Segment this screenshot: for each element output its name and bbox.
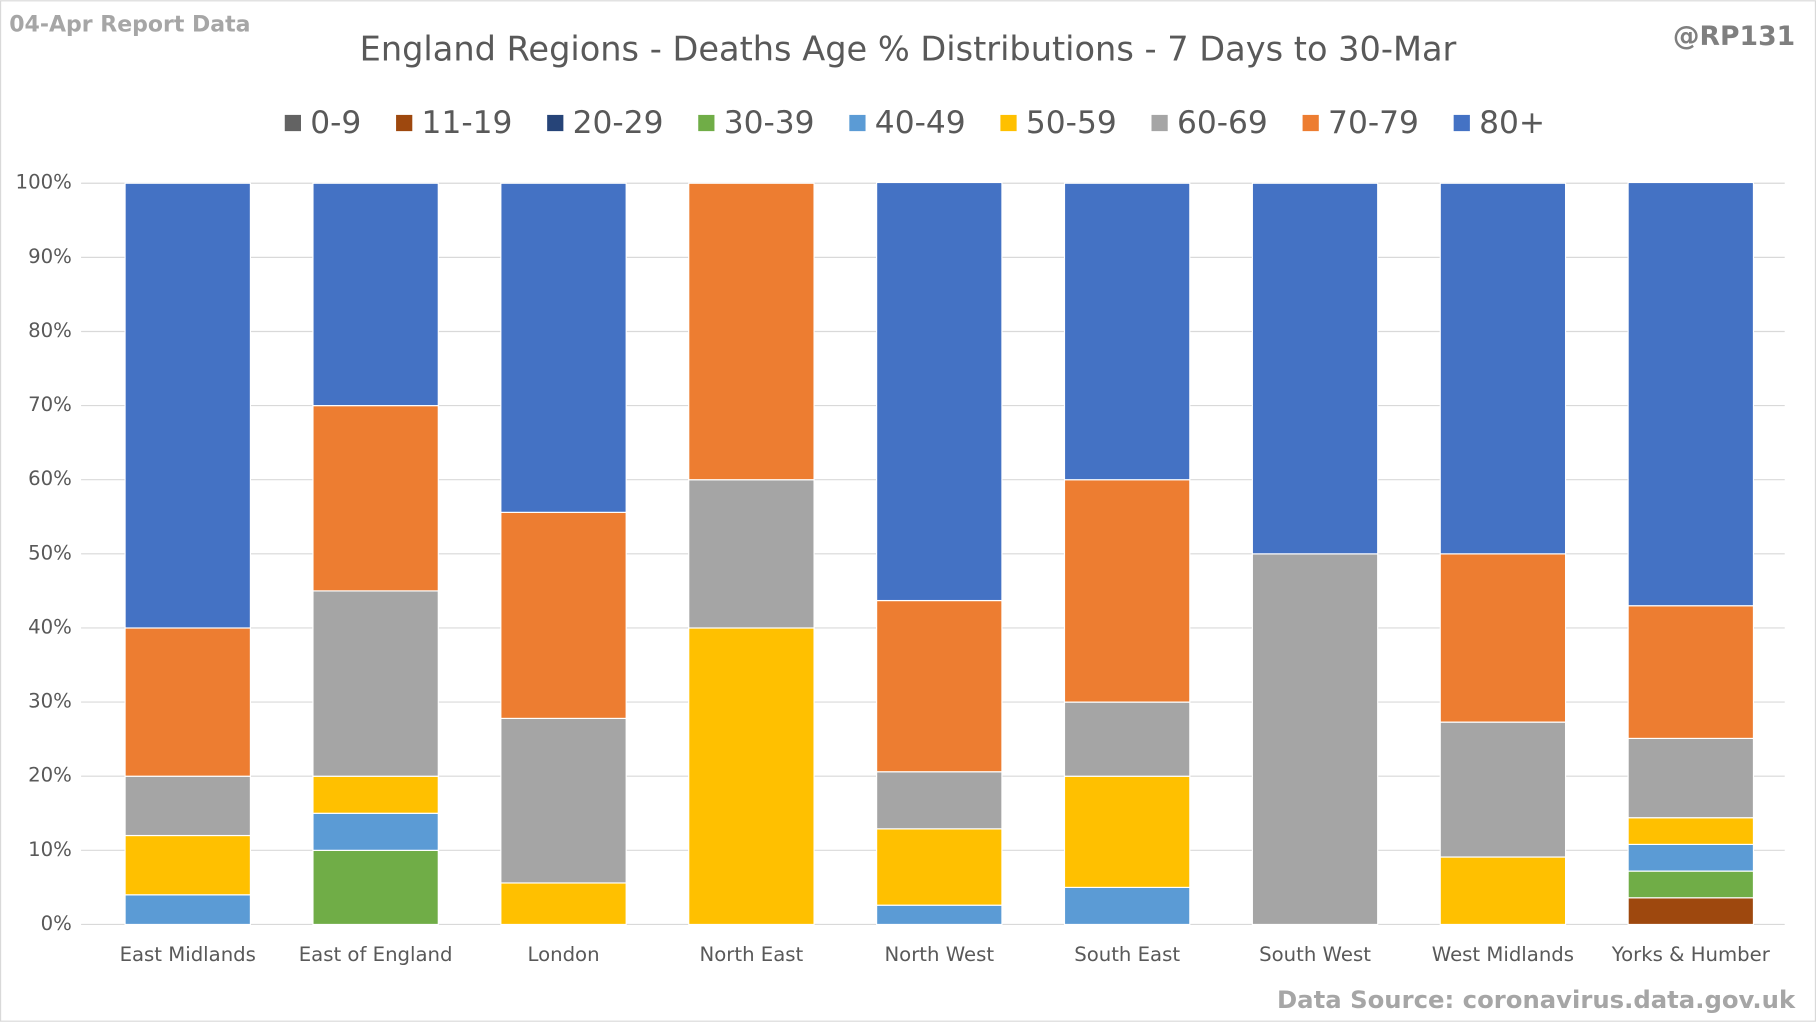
bar-segment (688, 627, 815, 926)
bar-segment (688, 182, 815, 481)
y-tick-label: 50% (28, 541, 72, 564)
bar-segment (876, 904, 1003, 926)
bar-segment (1063, 701, 1191, 777)
y-tick-label: 0% (41, 912, 72, 935)
y-tick-label: 10% (28, 838, 72, 861)
bar-segment (1439, 721, 1567, 858)
bar-segment (312, 775, 439, 814)
legend-swatch (1000, 114, 1017, 132)
bar-segment (876, 828, 1003, 906)
bar-segment (312, 849, 439, 926)
bar-segment (1627, 737, 1755, 819)
legend-label: 30-39 (724, 105, 815, 141)
legend-label: 60-69 (1177, 105, 1268, 141)
bar-segment (500, 511, 627, 719)
bar-segment (1627, 897, 1755, 926)
bar-segment (312, 182, 439, 407)
x-tick-label: North West (884, 943, 994, 966)
bar-segment (876, 181, 1003, 602)
y-tick-label: 70% (28, 393, 72, 416)
chart-title: England Regions - Deaths Age % Distribut… (360, 30, 1457, 69)
legend-swatch (1302, 114, 1319, 132)
y-tick-label: 40% (28, 615, 72, 638)
bar-segment (1063, 182, 1191, 481)
y-tick-label: 20% (28, 764, 72, 787)
bar-segment (1627, 605, 1755, 739)
bar-segment (1063, 479, 1191, 703)
bar-segment (312, 812, 439, 851)
handle: @RP131 (1673, 21, 1795, 52)
bar-segment (1627, 870, 1755, 899)
legend-swatch (284, 114, 301, 132)
bar-segment (500, 882, 627, 926)
legend-label: 40-49 (875, 105, 966, 141)
bar-segment (124, 627, 251, 777)
y-tick-label: 60% (28, 467, 72, 490)
bar-segment (1063, 775, 1191, 888)
legend-label: 11-19 (422, 105, 513, 141)
bar-segment (1627, 817, 1755, 845)
legend-swatch (547, 114, 564, 132)
x-tick-label: London (527, 943, 599, 966)
legend-label: 20-29 (573, 105, 664, 141)
legend-label: 80+ (1479, 105, 1545, 141)
bar-segment (500, 182, 627, 513)
y-tick-label: 80% (28, 319, 72, 342)
x-tick-label: East Midlands (120, 943, 256, 966)
legend-swatch (396, 114, 413, 132)
y-tick-label: 30% (28, 690, 72, 713)
bar-segment (1063, 886, 1191, 926)
report-label: 04-Apr Report Data (9, 13, 250, 38)
x-tick-label: Yorks & Humber (1611, 943, 1771, 966)
legend-swatch (849, 114, 866, 132)
bar-segment (312, 590, 439, 777)
bar-segment (124, 894, 251, 926)
legend-swatch (1453, 114, 1470, 132)
bar-segment (124, 834, 251, 896)
source-note: Data Source: coronavirus.data.gov.uk (1277, 985, 1796, 1014)
bar-segment (876, 771, 1003, 830)
bar-segment (124, 182, 251, 629)
bar-segment (1627, 181, 1755, 607)
legend-label: 70-79 (1328, 105, 1419, 141)
bar-segment (876, 599, 1003, 773)
x-tick-label: East of England (299, 943, 453, 966)
y-tick-label: 90% (28, 245, 72, 268)
legend-swatch (698, 114, 715, 132)
bar-segment (1439, 182, 1567, 555)
x-tick-label: South East (1074, 943, 1180, 966)
bar-segment (1251, 553, 1379, 926)
bar-segment (1439, 553, 1567, 723)
legend-label: 50-59 (1026, 105, 1117, 141)
bar-segment (688, 479, 815, 629)
x-tick-label: North East (700, 943, 804, 966)
legend-swatch (1151, 114, 1168, 132)
bar-segment (312, 405, 439, 592)
bar-segment (124, 775, 251, 837)
legend: 0-9 11-19 20-29 30-39 40-49 50-59 60-69 70-79 80… (284, 105, 1545, 141)
bar-segment (500, 717, 627, 884)
bar-segment (1627, 843, 1755, 872)
bar-segment (1251, 182, 1379, 555)
x-tick-label: West Midlands (1432, 943, 1574, 966)
bar-segment (1439, 856, 1567, 926)
y-tick-label: 100% (16, 171, 72, 194)
x-tick-label: South West (1259, 943, 1371, 966)
legend-label: 0-9 (310, 105, 361, 141)
